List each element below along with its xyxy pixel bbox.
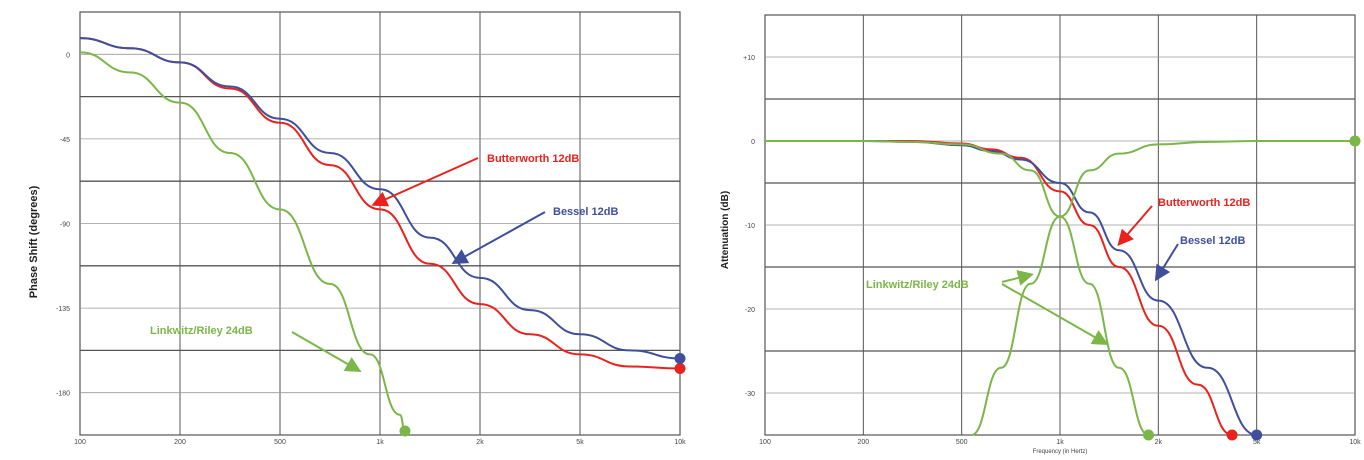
attenuation-y-tick-label: -30	[745, 391, 755, 398]
attenuation-x-tick-label: 5k	[1253, 439, 1261, 446]
attenuation-series	[764, 135, 1361, 441]
attenuation-series-line-linkwitz	[971, 139, 1355, 436]
phase-y-ticks: 0 -45 -90 -135 -180	[56, 52, 70, 397]
attenuation-y-ticks: +10 0 -10 -20 -30	[743, 55, 755, 398]
attenuation-y-tick-label: -20	[745, 307, 755, 314]
phase-x-tick-label: 10k	[674, 439, 686, 446]
phase-shift-chart: 100 200 500 1k 2k 5k 10k 0 -45 -90 -135 -180 Phase…	[28, 11, 686, 446]
phase-annotations: Butterworth 12dB Bessel 12dB Linkwitz/Ri…	[150, 153, 618, 372]
attenuation-x-axis-label: Frequency (in Hertz)	[1033, 449, 1088, 455]
attenuation-x-ticks: 100 200 500 1k 2k 5k 10k	[759, 439, 1361, 446]
attenuation-grid	[764, 14, 1356, 436]
phase-x-tick-label: 100	[74, 439, 86, 446]
phase-x-tick-label: 500	[274, 439, 286, 446]
phase-series-endpoint-bessel	[674, 352, 686, 364]
phase-y-tick-label: -135	[56, 306, 70, 313]
linkwitz-arrow-right-2	[1001, 283, 1109, 345]
attenuation-chart: 100 200 500 1k 2k 5k 10k +10 0 -10 -20 -30 Attenua…	[720, 14, 1361, 455]
attenuation-x-tick-label: 100	[759, 439, 771, 446]
phase-y-tick-label: -180	[56, 391, 70, 398]
phase-y-tick-label: 0	[66, 52, 70, 59]
phase-grid	[79, 11, 681, 436]
attenuation-x-tick-label: 200	[857, 439, 869, 446]
bessel-label: Bessel 12dB	[553, 206, 618, 218]
linkwitz-label: Linkwitz/Riley 24dB	[150, 325, 253, 337]
attenuation-y-tick-label: 0	[751, 139, 755, 146]
attenuation-series-endpoint-butterworth	[1226, 429, 1238, 441]
phase-series	[79, 37, 686, 437]
attenuation-annotations: Butterworth 12dB Bessel 12dB Linkwitz/Ri…	[866, 197, 1250, 345]
phase-series-line-linkwitz	[79, 51, 406, 432]
attenuation-y-tick-label: +10	[743, 55, 755, 62]
attenuation-series-endpoint-linkwitz	[1349, 135, 1361, 147]
butterworth-label: Butterworth 12dB	[487, 153, 579, 165]
phase-x-ticks: 100 200 500 1k 2k 5k 10k	[74, 439, 686, 446]
bessel-arrow	[451, 211, 546, 264]
attenuation-series-endpoint-bessel	[1251, 429, 1263, 441]
linkwitz-arrow-right-1	[1001, 270, 1034, 286]
phase-x-tick-label: 1k	[376, 439, 384, 446]
phase-series-line-bessel	[79, 37, 681, 360]
attenuation-x-tick-label: 10k	[1349, 439, 1361, 446]
phase-y-tick-label: -90	[60, 222, 70, 229]
phase-series-endpoint-butterworth	[674, 363, 686, 375]
bessel-arrow-right	[1154, 243, 1179, 282]
attenuation-y-axis-label: Attenuation (dB)	[720, 191, 731, 269]
phase-x-tick-label: 5k	[576, 439, 584, 446]
attenuation-x-tick-label: 2k	[1155, 439, 1163, 446]
phase-y-tick-label: -45	[60, 137, 70, 144]
attenuation-x-tick-label: 500	[956, 439, 968, 446]
attenuation-y-tick-label: -10	[745, 223, 755, 230]
phase-series-endpoint-linkwitz	[399, 425, 411, 437]
butterworth-arrow-right	[1117, 205, 1153, 247]
phase-x-tick-label: 2k	[476, 439, 484, 446]
attenuation-x-tick-label: 1k	[1056, 439, 1064, 446]
attenuation-series-endpoint-linkwitz	[1143, 429, 1154, 441]
linkwitz-arrow	[291, 331, 362, 372]
butterworth-label-right: Butterworth 12dB	[1158, 197, 1250, 209]
butterworth-arrow	[371, 157, 479, 207]
linkwitz-label-right: Linkwitz/Riley 24dB	[866, 279, 969, 291]
phase-x-tick-label: 200	[174, 439, 186, 446]
bessel-label-right: Bessel 12dB	[1180, 235, 1245, 247]
attenuation-series-line-linkwitz	[764, 139, 1149, 436]
phase-y-axis-label: Phase Shift (degrees)	[28, 185, 40, 298]
